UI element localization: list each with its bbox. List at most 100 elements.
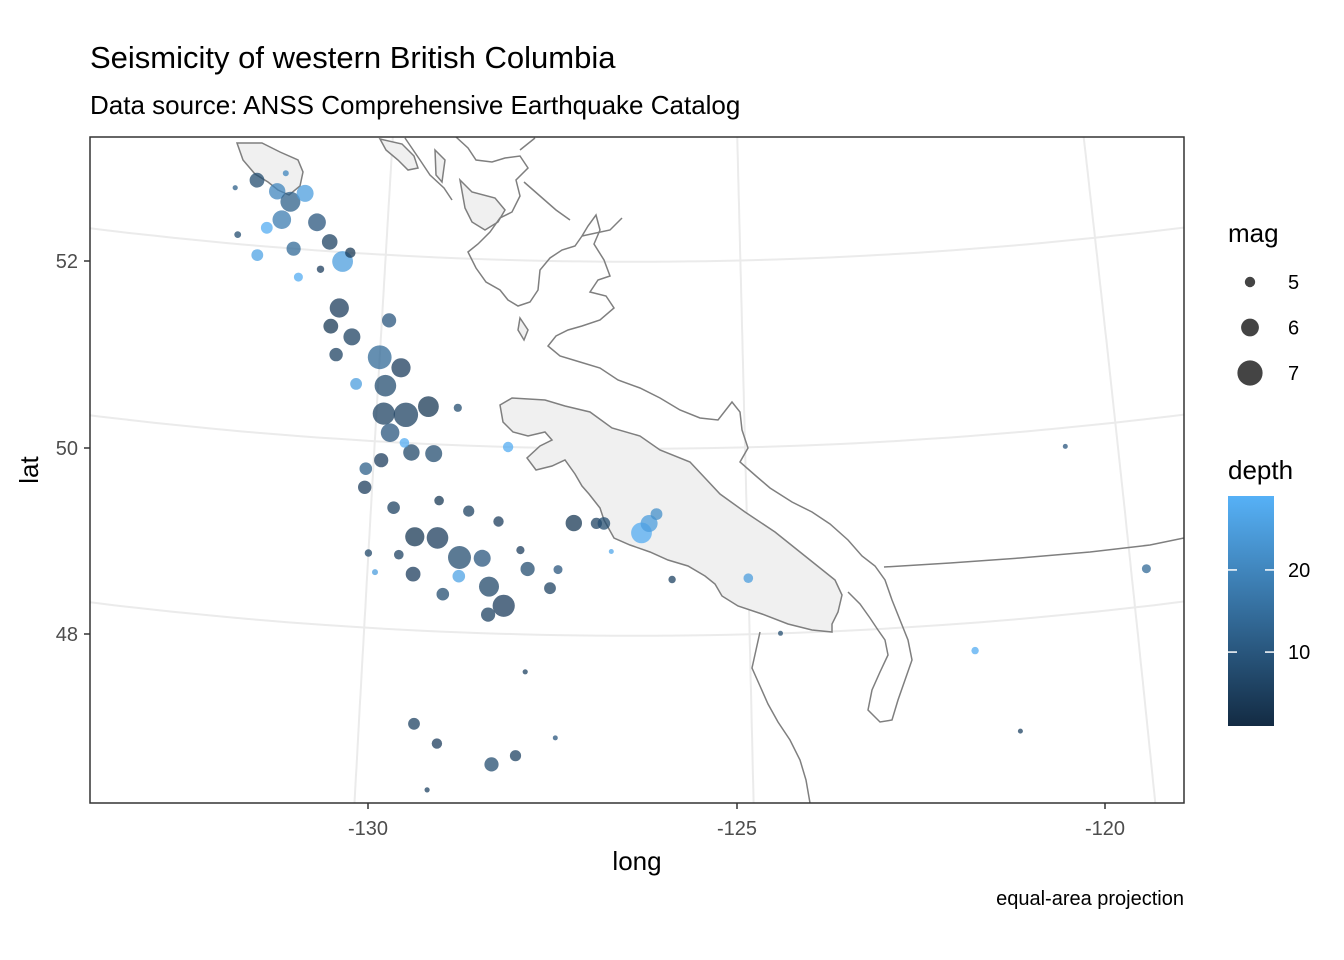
x-tick-label: -120 [1085,818,1125,840]
quake-point [249,172,265,188]
quake-point [393,402,419,427]
grid-meridian [736,137,755,803]
color-bar [1228,496,1274,726]
quake-point [329,298,349,318]
quake-point [316,265,325,273]
quake-point [502,441,514,453]
quake-point [432,806,437,811]
quake-point [552,735,558,741]
quake-point [286,241,301,256]
color-legend-label: 10 [1288,642,1310,664]
grid-parallel [90,600,1184,637]
quake-point [399,438,410,448]
quake-point [345,247,356,258]
quake-point [374,453,389,468]
size-legend-label: 5 [1288,272,1299,294]
border-49 [883,537,1184,568]
coastline-layer [235,137,1184,803]
y-tick-label: 52 [56,251,78,273]
quake-point [269,183,286,200]
quake-point [492,594,515,617]
quake-point [778,630,783,636]
quake-point [608,549,614,554]
quake-point [323,318,339,334]
quake-point [359,462,373,476]
quake-point [293,272,303,282]
quake-point [391,358,411,378]
grid-meridian [353,137,394,803]
quake-point [509,750,522,762]
y-tick-label: 48 [56,624,78,646]
size-legend-label: 6 [1288,318,1299,340]
quake-point [232,185,238,191]
quake-point [405,527,425,547]
y-axis-title: lat [14,455,44,483]
quake-point [1062,443,1068,449]
x-tick-label: -130 [348,818,388,840]
chart-subtitle: Data source: ANSS Comprehensive Earthqua… [90,90,741,120]
bc-inlets [404,137,623,237]
quake-point [367,345,392,370]
quake-point [1141,564,1151,574]
quake-point [553,565,563,575]
quake-point [453,403,462,412]
grid-parallel [90,413,1184,450]
quake-point [743,573,754,583]
mainland-islands [378,137,529,342]
quake-point [565,514,582,532]
quake-point [425,445,443,463]
quake-point [431,738,443,749]
x-axis-title: long [612,846,661,876]
quake-point [350,378,362,390]
quake-point [343,328,361,346]
quake-point [424,787,430,793]
quake-point [640,515,658,532]
quake-point [971,646,979,655]
vancouver-island [499,397,843,633]
quake-point [280,191,301,212]
quake-point [372,569,378,576]
quake-point [463,505,475,517]
quake-point [308,213,326,232]
x-tick-label: -125 [717,818,757,840]
quake-point [272,210,292,229]
quake-point [668,575,676,584]
quake-point [426,527,449,549]
points-layer [232,170,1151,835]
quake-point [418,396,439,417]
panel-border [89,136,1185,804]
quake-point [282,170,289,177]
quake-point [372,402,395,425]
quake-point [479,576,499,597]
haida-gwaii [235,142,304,196]
quake-point [473,549,491,567]
quake-point [650,508,663,520]
quake-point [436,587,450,601]
quake-point [329,347,343,362]
quake-point [364,549,373,557]
grid-meridian [1082,137,1157,803]
chart-caption: equal-area projection [996,888,1184,910]
quake-point [452,569,466,583]
grid-lines [90,137,1184,803]
axes: 48 50 52 -130 -125 -120 long lat [14,251,1125,876]
quake-point [522,669,528,675]
quake-point [380,423,400,443]
quake-point [597,517,611,530]
size-legend-title: mag [1228,218,1279,248]
washington-coast [751,631,811,803]
quake-point [481,607,496,622]
chart-title: Seismicity of western British Columbia [90,40,616,75]
quake-point [484,757,499,772]
legend: mag 5 6 7 depth 10 20 [1228,218,1310,726]
color-legend-label: 20 [1288,560,1310,582]
quake-point [405,566,421,582]
quake-point [448,546,471,569]
quake-point [394,549,404,560]
quake-point [435,822,448,835]
quake-point [234,231,242,239]
quake-point [260,221,273,234]
y-tick-label: 50 [56,438,78,460]
quake-point [358,480,372,494]
